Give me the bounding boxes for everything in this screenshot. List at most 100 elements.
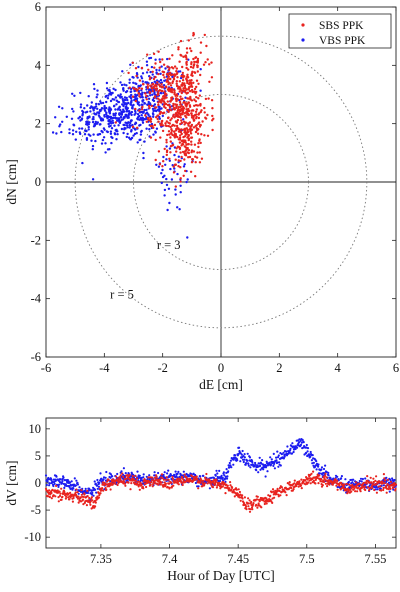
scatter-point [201,120,204,123]
scatter-point [129,63,132,66]
scatter-point [161,168,164,172]
scatter-point [157,103,160,107]
dv-point [305,443,308,447]
scatter-point [177,48,180,51]
scatter-point [117,100,120,104]
scatter-point [169,100,172,103]
scatter-point [196,132,200,135]
scatter-point [141,116,144,120]
dv-point [224,492,227,495]
scatter-point [85,120,89,123]
dv-point [94,488,97,491]
dv-point [307,481,310,484]
dv-point [230,466,233,469]
scatter-point [163,103,166,107]
scatter-point [167,87,171,90]
dv-point [131,474,134,478]
legend: SBS PPK VBS PPK [288,13,392,49]
scatter-point [169,125,172,129]
scatter-point [106,130,110,134]
scatter-point [91,120,95,124]
dv-point [387,483,390,486]
scatter-point [170,98,174,102]
scatter-point [192,57,195,61]
scatter-point [122,108,125,111]
scatter-point [133,113,136,116]
scatter-point [108,106,111,109]
dv-point [247,502,250,505]
dv-point [298,441,301,444]
scatter-point [130,99,133,102]
scatter-point [161,112,164,115]
scatter-point [154,130,157,133]
scatter-point [113,133,117,136]
dv-point [96,487,99,490]
scatter-point [197,145,200,149]
dv-point [155,474,158,477]
scatter-point [179,39,183,43]
scatter-point [190,88,194,92]
circle-label-r3: r = 3 [157,238,181,252]
scatter-point [158,108,161,111]
dv-point [277,465,280,468]
dv-point [359,490,362,493]
dv-point [127,481,130,484]
scatter-point [172,78,176,81]
dv-point [142,487,145,490]
dv-point [259,464,262,467]
scatter-point [80,127,84,130]
dv-point [362,482,365,485]
scatter-point [112,116,115,120]
dv-point [177,470,180,473]
scatter-point [168,201,171,205]
dv-point [261,459,264,462]
dv-point [48,489,51,492]
scatter-point [184,129,187,132]
dv-point [331,483,334,486]
scatter-point [145,111,149,114]
scatter-point [169,73,173,77]
dv-point [278,461,281,464]
scatter-point [154,58,157,61]
scatter-point [160,120,163,123]
scatter-point [183,158,186,161]
dv-point [48,495,52,499]
scatter-point [177,138,180,141]
legend-label-sbs: SBS PPK [319,20,364,32]
dv-point [302,441,305,444]
scatter-point [161,165,164,168]
scatter-point [154,75,157,79]
dv-point [389,487,392,490]
dv-point [84,487,87,490]
scatter-point [193,87,197,91]
scatter-point [98,123,102,126]
dv-point [95,491,98,494]
scatter-point [145,120,148,124]
dv-point [111,482,115,485]
scatter-point [179,134,182,137]
dv-point [306,447,310,450]
dv-point [105,470,108,474]
dv-point [148,474,151,477]
scatter-point [129,124,132,128]
dv-point [277,495,280,498]
scatter-point [147,97,151,101]
scatter-point [175,82,178,85]
scatter-point [97,114,101,117]
scatter-point [163,174,166,177]
dv-point [349,488,352,491]
scatter-point [185,92,188,95]
scatter-point [197,116,201,120]
scatter-point [157,105,160,108]
dv-point [125,477,128,480]
scatter-point [140,75,143,78]
dv-point [293,482,296,485]
scatter-point [130,113,133,117]
dv-point [276,461,279,464]
scatter-point [169,136,172,139]
scatter-point [188,128,192,131]
dv-point [384,479,387,482]
dv-point [60,498,63,501]
scatter-point [133,127,136,130]
dv-point [74,484,78,487]
